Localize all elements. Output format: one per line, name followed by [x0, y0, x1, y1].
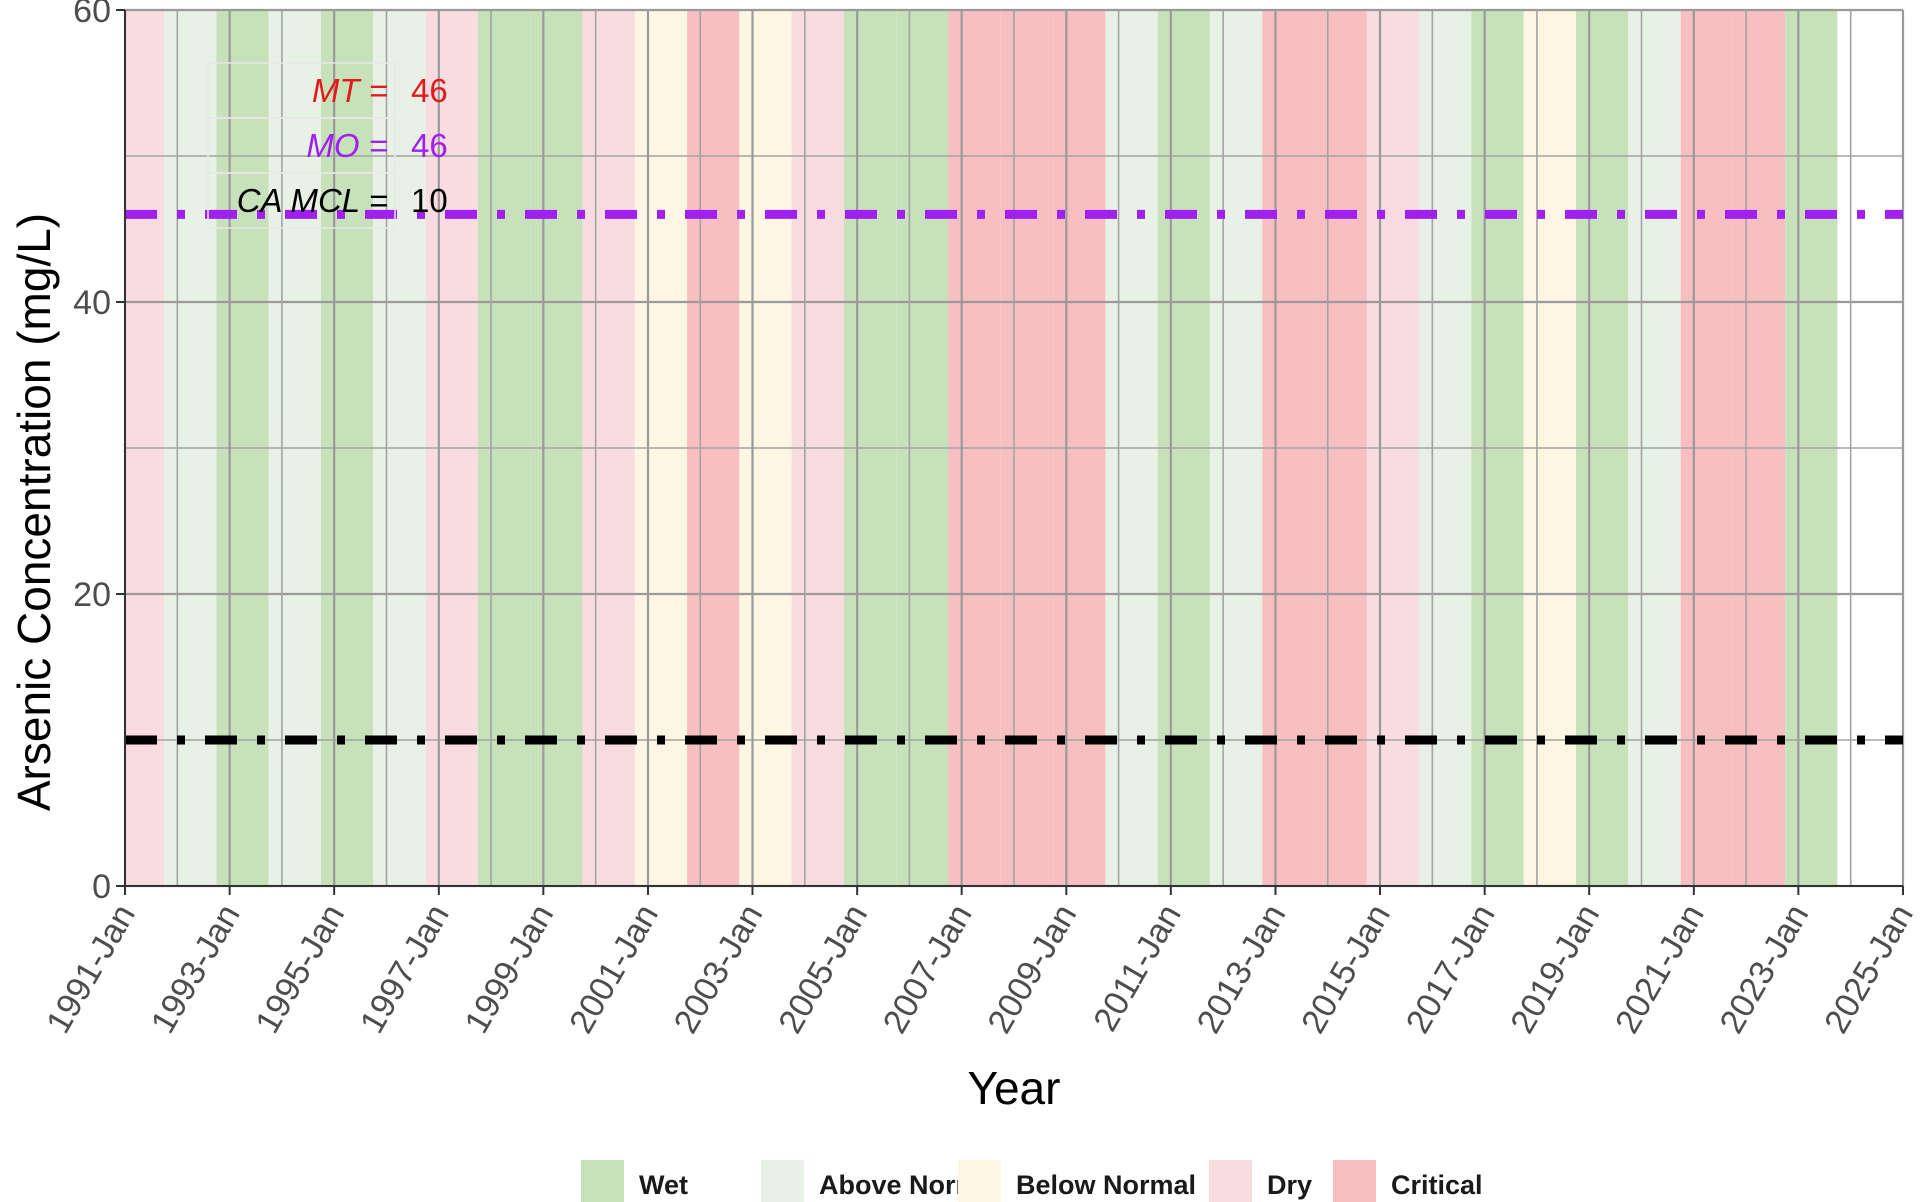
y-tick-label: 40 [73, 284, 111, 322]
y-axis-title: Arsenic Concentration (mg/L) [8, 213, 60, 811]
y-tick-label: 60 [73, 0, 111, 30]
x-tick-label: 1991-Jan [39, 898, 143, 1040]
x-tick-label: 2013-Jan [1190, 898, 1294, 1040]
threshold-label-mo: MO = [306, 127, 388, 164]
x-tick-label: 2019-Jan [1503, 898, 1607, 1040]
legend-swatch-dry [1209, 1160, 1252, 1202]
legend-swatch-wet [581, 1160, 624, 1202]
x-tick-label: 2023-Jan [1712, 898, 1816, 1040]
threshold-label-ca-mcl: CA MCL = [237, 182, 388, 219]
x-tick-label: 2009-Jan [980, 898, 1084, 1040]
x-tick-label: 2015-Jan [1294, 898, 1398, 1040]
x-tick-label: 1993-Jan [144, 898, 248, 1040]
x-tick-label: 2011-Jan [1086, 898, 1189, 1038]
threshold-table-cell [207, 172, 396, 229]
x-tick-label: 2003-Jan [667, 898, 771, 1040]
legend-swatch-critical [1333, 1160, 1376, 1202]
x-tick-label: 2005-Jan [771, 898, 875, 1040]
threshold-table: MT = 46 MO = 46 CA MCL = 10 [207, 62, 448, 229]
threshold-value-mt: 46 [411, 72, 448, 109]
threshold-value-ca-mcl: 10 [411, 182, 448, 219]
legend-label-dry: Dry [1267, 1170, 1312, 1200]
legend-swatch-above-normal [761, 1160, 804, 1202]
x-tick-label: 2025-Jan [1817, 898, 1920, 1040]
threshold-lines [125, 209, 1903, 745]
y-tick-label: 20 [73, 576, 111, 614]
legend-label-critical: Critical [1391, 1170, 1483, 1200]
y-tick-label: 0 [92, 868, 111, 906]
x-tick-label: 2021-Jan [1608, 898, 1712, 1040]
x-tick-label: 2001-Jan [562, 898, 666, 1040]
threshold-label-mt: MT = [312, 72, 388, 109]
x-axis-title: Year [968, 1062, 1061, 1114]
x-tick-label: 1995-Jan [248, 898, 352, 1040]
legend: Wet Above Normal Below Normal Dry Critical [581, 1160, 1483, 1202]
x-tick-label: 1997-Jan [353, 898, 457, 1040]
legend-label-below-normal: Below Normal [1016, 1170, 1196, 1200]
legend-label-wet: Wet [639, 1170, 688, 1200]
legend-swatch-below-normal [958, 1160, 1001, 1202]
x-tick-label: 2017-Jan [1399, 898, 1503, 1040]
threshold-value-mo: 46 [411, 127, 448, 164]
x-tick-label: 2007-Jan [876, 898, 980, 1040]
x-tick-label: 1999-Jan [457, 898, 561, 1040]
